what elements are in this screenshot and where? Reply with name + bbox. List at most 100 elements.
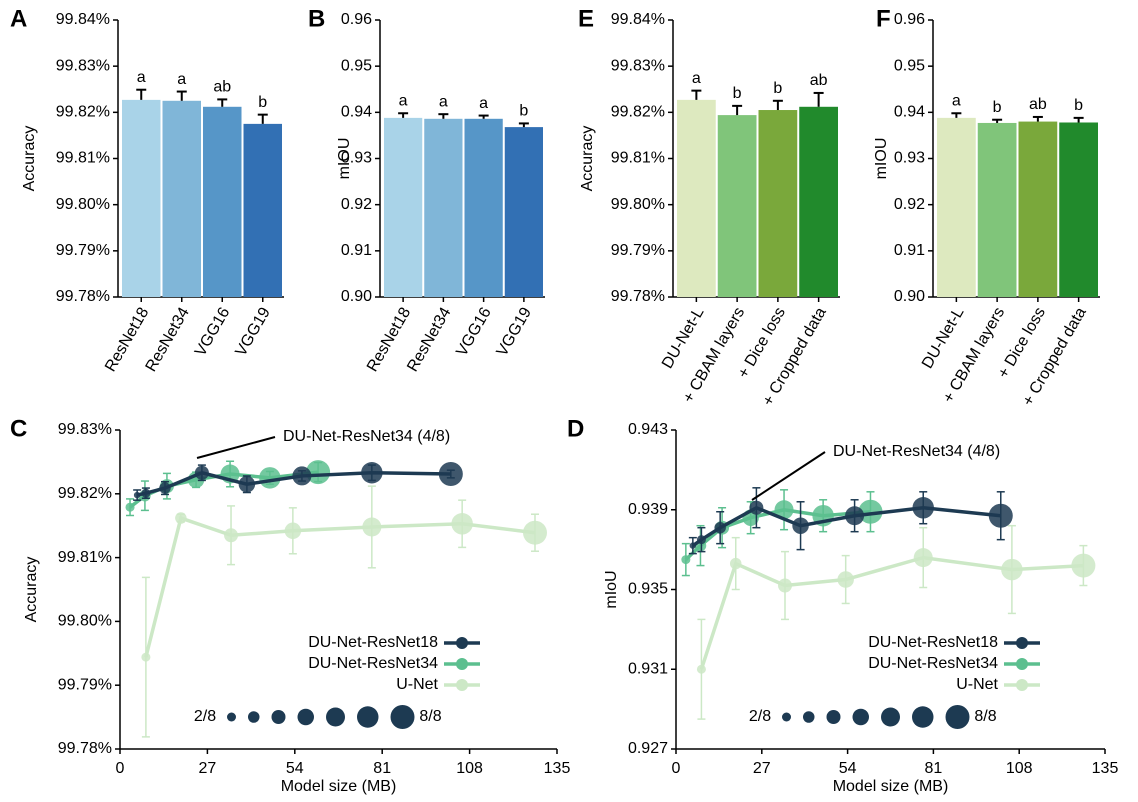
significance-letter: ab: [1029, 96, 1047, 113]
y-tick-label: 0.94: [894, 104, 925, 121]
x-tick-label: 81: [925, 760, 943, 777]
y-tick-label: 99.79%: [611, 242, 665, 259]
y-tick-label: 0.94: [341, 104, 372, 121]
size-legend-bubble: [912, 706, 934, 728]
series-line: [699, 555, 1084, 670]
size-legend-bubble: [248, 711, 260, 723]
legend-marker: [456, 637, 468, 649]
y-axis-label: mIoU: [603, 570, 620, 608]
bubble: [1001, 558, 1023, 581]
panel-label: F: [876, 5, 891, 32]
size-legend-max: 8/8: [419, 708, 441, 725]
significance-letter: a: [692, 70, 701, 87]
size-legend-max: 8/8: [974, 708, 996, 725]
bar: [384, 117, 423, 297]
legend-marker: [1016, 658, 1028, 670]
x-axis-label: Model size (MB): [833, 778, 949, 795]
x-tick-label: VGG16: [453, 305, 494, 360]
bubble: [777, 578, 792, 593]
bubble: [159, 482, 171, 494]
bubble: [729, 557, 742, 570]
bubble: [912, 497, 934, 519]
annotation-line: [751, 451, 826, 501]
bubble: [306, 460, 331, 485]
size-legend-bubble: [852, 708, 869, 726]
significance-letter: ab: [810, 72, 828, 89]
y-tick-label: 99.78%: [611, 288, 665, 305]
bubble: [451, 513, 473, 535]
bubble: [714, 521, 726, 534]
x-tick-label: 135: [544, 760, 571, 777]
y-axis-label: Accuracy: [579, 126, 596, 192]
panel-label: E: [578, 5, 594, 32]
bar: [717, 115, 757, 297]
x-tick-label: VGG19: [494, 305, 535, 360]
y-tick-label: 0.93: [894, 150, 925, 167]
bar: [758, 110, 798, 298]
bubble: [845, 506, 865, 526]
y-tick-label: 99.80%: [58, 613, 112, 630]
significance-letter: ab: [213, 79, 231, 96]
bubble: [141, 652, 151, 662]
y-tick-label: 0.93: [341, 150, 372, 167]
bubble: [284, 522, 302, 540]
y-tick-label: 99.78%: [56, 288, 110, 305]
y-tick-label: 99.79%: [58, 676, 112, 693]
size-legend-bubble: [297, 708, 314, 726]
legend-label: U-Net: [396, 676, 438, 693]
size-legend-bubble: [826, 710, 841, 724]
y-tick-label: 0.90: [341, 288, 372, 305]
x-tick-label: 54: [286, 760, 304, 777]
bubble: [696, 535, 706, 545]
x-tick-label: 54: [839, 760, 857, 777]
y-tick-label: 0.931: [628, 660, 668, 677]
bubble: [749, 500, 764, 515]
size-legend-bubble: [803, 711, 815, 723]
y-tick-label: 99.80%: [56, 196, 110, 213]
significance-letter: a: [177, 71, 186, 88]
x-tick-label: 108: [456, 760, 483, 777]
bar: [243, 123, 282, 297]
y-tick-label: 0.96: [894, 11, 925, 28]
bubble: [361, 461, 383, 484]
y-tick-label: 99.80%: [611, 196, 665, 213]
bubble: [681, 555, 691, 565]
bar: [122, 99, 161, 297]
size-legend-bubble: [782, 712, 791, 722]
legend-marker: [456, 679, 468, 691]
bar: [162, 100, 201, 298]
x-axis-label: Model size (MB): [281, 778, 397, 795]
size-legend-bubble: [945, 705, 970, 729]
y-tick-label: 0.943: [628, 421, 668, 438]
bubble: [224, 528, 239, 543]
bar: [677, 99, 716, 297]
significance-letter: b: [258, 94, 267, 111]
x-tick-label: 27: [753, 760, 771, 777]
y-tick-label: 99.81%: [56, 150, 110, 167]
x-tick-label: 27: [199, 760, 217, 777]
legend-label: DU-Net-ResNet18: [308, 634, 438, 651]
bubble: [837, 571, 854, 588]
annotation: DU-Net-ResNet34 (4/8): [283, 428, 450, 445]
bar: [977, 122, 1017, 298]
bubble: [259, 467, 281, 489]
legend-label: DU-Net-ResNet34: [868, 655, 998, 672]
significance-letter: b: [519, 103, 528, 120]
y-axis-label: Accuracy: [23, 557, 40, 623]
y-axis-label: mIOU: [336, 138, 353, 180]
legend-label: DU-Net-ResNet18: [868, 634, 998, 651]
significance-letter: b: [773, 80, 782, 97]
y-tick-label: 0.96: [341, 11, 372, 28]
size-legend-bubble: [357, 706, 379, 728]
x-tick-label: 135: [1092, 760, 1119, 777]
legend-label: U-Net: [956, 676, 998, 693]
bubble: [1071, 553, 1096, 578]
bar: [464, 118, 503, 298]
bar: [203, 106, 242, 297]
x-tick-label: 0: [116, 760, 125, 777]
size-legend-min: 2/8: [194, 708, 216, 725]
y-tick-label: 0.95: [894, 57, 925, 74]
y-tick-label: 99.82%: [611, 104, 665, 121]
x-tick-label: 108: [1006, 760, 1033, 777]
